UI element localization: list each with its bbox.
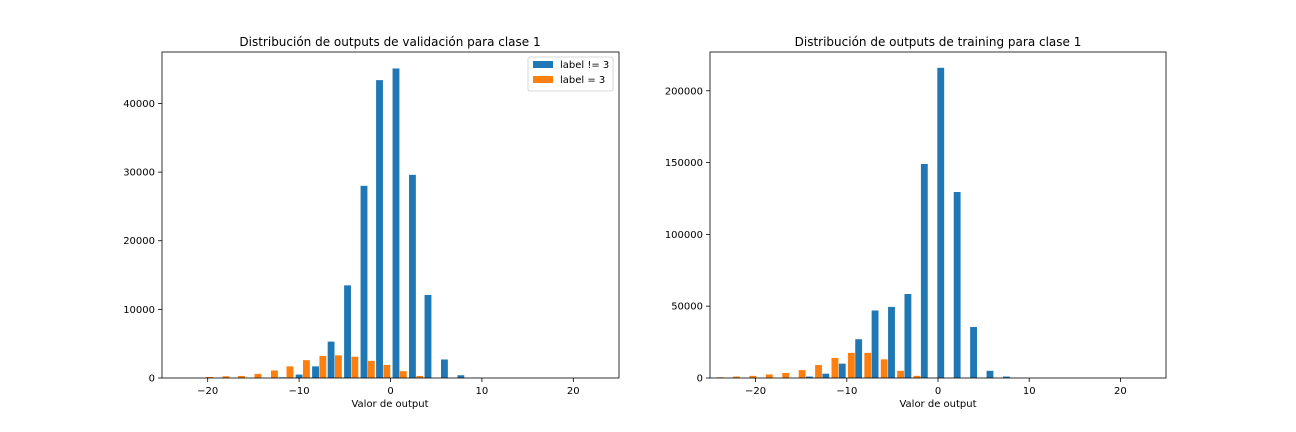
bars — [206, 68, 480, 378]
x-ticks: −20 −10 0 10 20 — [745, 378, 1127, 397]
bar — [254, 373, 262, 378]
bar — [937, 67, 945, 379]
x-tick-label: 10 — [1023, 386, 1036, 397]
bar — [904, 293, 912, 378]
x-tick-label: 20 — [1114, 386, 1127, 397]
bar — [392, 68, 400, 378]
bar — [838, 363, 846, 378]
bar — [286, 366, 294, 378]
bar — [319, 356, 327, 378]
bar — [327, 341, 335, 378]
bar — [441, 359, 448, 378]
x-ticks: −20 −10 0 10 20 — [197, 378, 580, 397]
x-tick-label: −10 — [836, 386, 857, 397]
bar — [270, 370, 278, 378]
bar — [986, 370, 994, 378]
y-tick-label: 150000 — [665, 158, 703, 169]
bar — [367, 360, 375, 378]
x-tick-label: −10 — [289, 386, 310, 397]
bar — [847, 352, 855, 378]
bar — [409, 174, 416, 378]
bar — [383, 364, 391, 378]
bar — [302, 360, 310, 378]
bar — [831, 357, 839, 378]
bar — [360, 185, 368, 378]
x-tick-label: 20 — [567, 386, 580, 397]
y-tick-label: 200000 — [665, 86, 703, 97]
y-tick-label: 20000 — [123, 236, 155, 247]
bar — [782, 372, 790, 378]
y-tick-label: 30000 — [123, 168, 155, 179]
bar — [864, 352, 872, 378]
bar — [344, 285, 351, 378]
x-tick-label: 0 — [387, 386, 393, 397]
y-tick-label: 50000 — [671, 302, 703, 313]
x-tick-label: 10 — [476, 386, 489, 397]
bar — [416, 375, 424, 378]
bar — [312, 366, 319, 378]
bar — [399, 371, 407, 378]
x-tick-label: 0 — [935, 386, 941, 397]
legend-entry-eq-3: label = 3 — [560, 75, 605, 86]
bar — [351, 356, 359, 378]
bar — [897, 370, 905, 378]
bar — [1002, 376, 1010, 378]
bar — [376, 80, 383, 378]
y-ticks: 0 10000 20000 30000 40000 — [123, 99, 162, 385]
chart-training: Distribución de outputs de training para… — [665, 35, 1167, 410]
bar — [733, 376, 740, 378]
chart-title: Distribución de outputs de validación pa… — [239, 35, 540, 49]
chart-title: Distribución de outputs de training para… — [795, 35, 1082, 49]
chart-validation: Distribución de outputs de validación pa… — [123, 35, 620, 410]
bar — [970, 327, 977, 378]
bars — [716, 67, 1010, 379]
bar — [871, 310, 879, 378]
y-tick-label: 40000 — [123, 99, 155, 110]
legend: label != 3 label = 3 — [527, 56, 614, 92]
bar — [913, 375, 921, 378]
y-tick-label: 10000 — [123, 305, 155, 316]
bar — [815, 365, 822, 378]
y-tick-label: 0 — [149, 374, 155, 385]
bar — [920, 164, 928, 378]
legend-entry-not-3: label != 3 — [560, 60, 609, 71]
x-axis-label: Valor de output — [351, 399, 428, 410]
bar — [424, 294, 432, 378]
bar — [334, 355, 342, 378]
x-axis-label: Valor de output — [899, 399, 976, 410]
legend-swatch-orange — [533, 76, 553, 83]
bar — [805, 376, 813, 378]
y-tick-label: 100000 — [665, 230, 703, 241]
y-ticks: 0 50000 100000 150000 200000 — [665, 86, 710, 385]
bar — [765, 374, 773, 378]
bar — [855, 339, 863, 378]
bar — [457, 375, 465, 378]
bar — [888, 306, 895, 378]
x-tick-label: −20 — [197, 386, 218, 397]
bar — [749, 375, 757, 378]
bar — [222, 376, 230, 378]
bar — [206, 376, 213, 378]
bar — [822, 373, 830, 378]
bar — [238, 375, 245, 378]
bar — [953, 192, 961, 378]
bar — [880, 359, 888, 378]
bar — [295, 374, 303, 378]
legend-swatch-blue — [533, 61, 553, 68]
x-tick-label: −20 — [745, 386, 766, 397]
bar — [798, 370, 806, 378]
y-tick-label: 0 — [697, 374, 703, 385]
